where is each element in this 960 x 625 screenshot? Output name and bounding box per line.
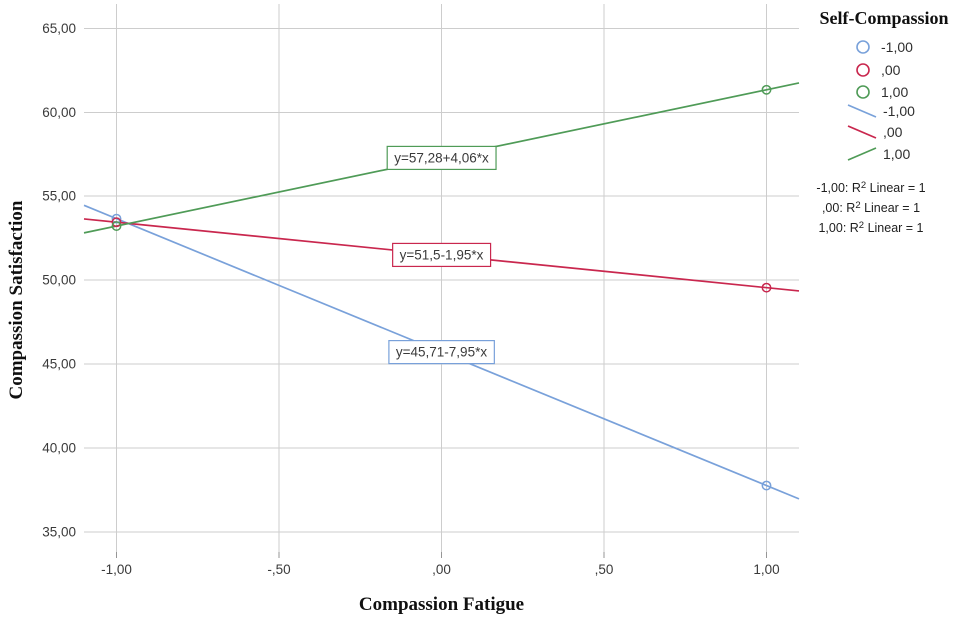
legend-item-label: -1,00: [883, 102, 915, 119]
data-point-marker: [111, 217, 122, 228]
r-squared-annotations: -1,00: R2 Linear = 1 ,00: R2 Linear = 1 1,…: [782, 177, 960, 237]
legend-line-icon: [847, 125, 877, 140]
r-squared-line: 1,00: R2 Linear = 1: [818, 220, 924, 235]
x-tick-label: ,50: [595, 562, 614, 577]
legend-line-item: ,00: [846, 122, 915, 144]
y-tick-label: 55,00: [42, 189, 76, 204]
x-tick-label: -1,00: [101, 562, 132, 577]
r-squared-line: ,00: R2 Linear = 1: [821, 200, 921, 215]
data-point-marker: [761, 84, 772, 95]
data-point-marker: [761, 480, 772, 491]
legend-item-label: ,00: [883, 124, 903, 141]
y-tick-label: 35,00: [42, 524, 76, 539]
legend-circle-icon: [856, 40, 870, 55]
equation-label-box: [388, 340, 495, 365]
equation-label: y=45,71-7,95*x: [396, 345, 487, 360]
equation-label-box: [392, 242, 492, 268]
legend-line-items: -1,00 ,00 1,00: [846, 100, 915, 165]
legend-title: Self-Compassion: [819, 8, 949, 28]
legend-marker-item: 1,00: [850, 81, 913, 104]
y-tick-label: 40,00: [42, 440, 76, 455]
x-tick-label: -,50: [267, 562, 290, 577]
legend-marker-item: -1,00: [850, 36, 913, 59]
legend-line-icon: [847, 103, 877, 118]
legend-item-label: 1,00: [881, 84, 909, 101]
equation-label: y=57,28+4,06*x: [394, 150, 489, 165]
r-squared-line: -1,00: R2 Linear = 1: [816, 180, 926, 195]
legend-circle-icon: [856, 85, 870, 100]
legend-marker-item: ,00: [850, 59, 913, 82]
legend-line-icon: [847, 146, 877, 161]
y-axis-title: Compassion Satisfaction: [6, 200, 27, 400]
data-point-marker: [761, 282, 772, 293]
legend-item-label: 1,00: [883, 145, 911, 162]
y-tick-label: 60,00: [42, 105, 76, 120]
legend-line-item: -1,00: [846, 100, 915, 122]
x-axis-title: Compassion Fatigue: [358, 594, 525, 615]
y-tick-label: 45,00: [42, 357, 76, 372]
equation-label: y=51,5-1,95*x: [400, 247, 484, 262]
y-tick-label: 65,00: [42, 21, 76, 36]
legend-marker-items: -1,00 ,00 1,00: [850, 36, 913, 104]
legend: Self-Compassion -1,00 ,00 1,00 -1,00 ,00 1,0…: [780, 0, 960, 240]
y-tick-label: 50,00: [42, 273, 76, 288]
legend-circle-icon: [856, 62, 870, 77]
legend-line-item: 1,00: [846, 143, 915, 165]
legend-item-label: -1,00: [881, 39, 913, 56]
equation-label-box: [386, 145, 497, 171]
x-tick-label: 1,00: [753, 562, 779, 577]
data-point-marker: [111, 221, 122, 232]
data-point-marker: [111, 213, 122, 224]
legend-item-label: ,00: [881, 61, 901, 78]
x-tick-label: ,00: [432, 562, 451, 577]
